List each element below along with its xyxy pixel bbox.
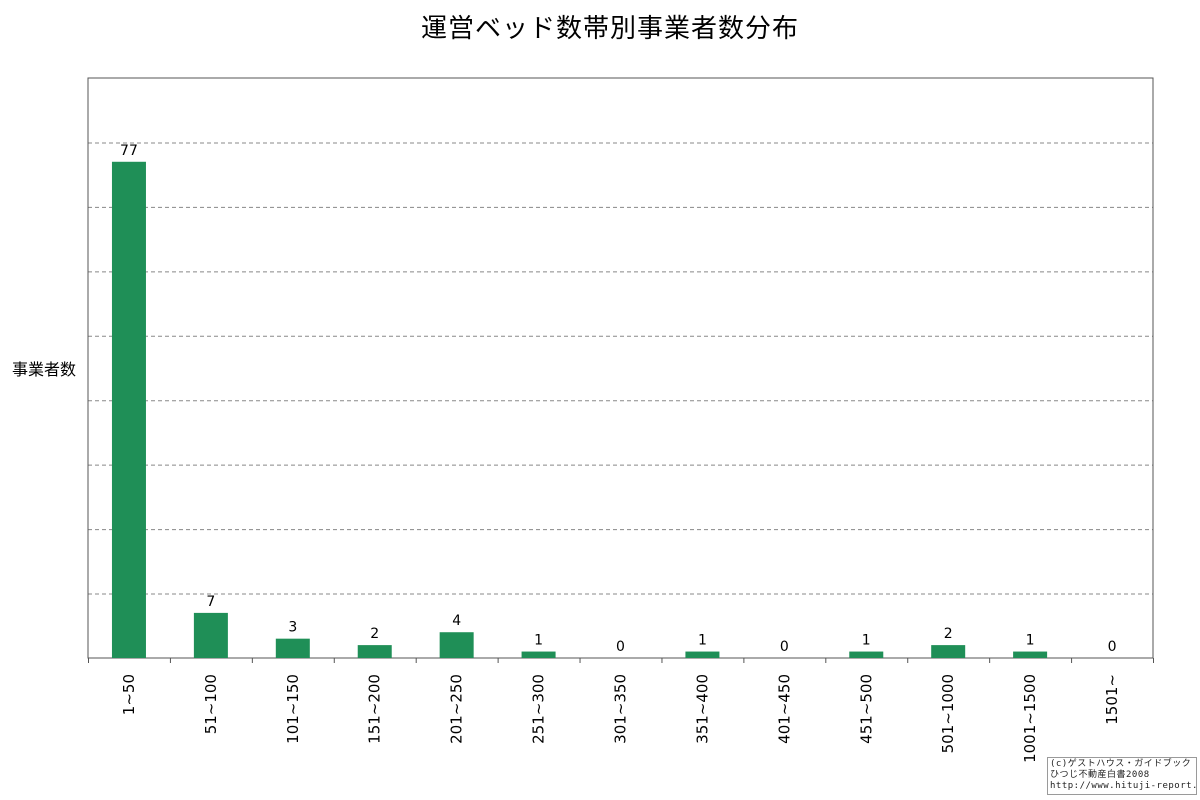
data-label: 77 bbox=[120, 143, 138, 159]
data-label: 1 bbox=[698, 633, 707, 649]
x-tick-label: 1~50 bbox=[120, 674, 138, 715]
x-tick-label: 201~250 bbox=[448, 674, 466, 744]
data-label: 2 bbox=[370, 626, 379, 642]
data-label: 2 bbox=[944, 626, 953, 642]
data-label: 1 bbox=[1026, 633, 1035, 649]
bar bbox=[439, 632, 474, 658]
x-tick-label: 1501~ bbox=[1103, 674, 1121, 725]
grid-lines bbox=[88, 142, 1153, 595]
data-label: 7 bbox=[206, 594, 215, 610]
y-axis-label: 事業者数 bbox=[12, 360, 77, 379]
copyright-box: (c)ゲストハウス・ガイドブック ひつじ不動産白書2008 http://www… bbox=[1047, 757, 1197, 795]
x-tick-label: 51~100 bbox=[202, 674, 220, 734]
data-label: 0 bbox=[616, 639, 625, 655]
x-tick-label: 451~500 bbox=[857, 674, 875, 744]
x-tick-labels: 1~50 51~100 101~150 151~200 201~250 251~300 30… bbox=[120, 674, 1121, 763]
data-label: 3 bbox=[288, 620, 297, 636]
x-tick-label: 251~300 bbox=[530, 674, 548, 744]
x-tick-label: 351~400 bbox=[693, 674, 711, 744]
data-label: 0 bbox=[780, 639, 789, 655]
credit-line-3: http://www.hituji-report.jp/ bbox=[1050, 781, 1196, 791]
bar bbox=[685, 651, 720, 658]
bars bbox=[111, 161, 1048, 658]
bar bbox=[111, 161, 146, 658]
x-tick-label: 401~450 bbox=[775, 674, 793, 744]
x-tick-label: 101~150 bbox=[284, 674, 302, 744]
bar bbox=[521, 651, 556, 658]
bar bbox=[1013, 651, 1048, 658]
plot-frame bbox=[87, 77, 1154, 659]
credit-line-1: (c)ゲストハウス・ガイドブック bbox=[1050, 759, 1192, 769]
credit-line-2: ひつじ不動産白書2008 bbox=[1050, 770, 1150, 780]
bar bbox=[849, 651, 884, 658]
data-label: 1 bbox=[534, 633, 543, 649]
x-tick-label: 151~200 bbox=[366, 674, 384, 744]
x-tick-label: 1001~1500 bbox=[1021, 674, 1039, 763]
data-label: 0 bbox=[1108, 639, 1117, 655]
data-label: 1 bbox=[862, 633, 871, 649]
bar bbox=[275, 638, 310, 658]
chart-title: 運営ベッド数帯別事業者数分布 bbox=[420, 14, 799, 44]
bar bbox=[931, 645, 966, 658]
bar bbox=[357, 645, 392, 658]
data-label: 4 bbox=[452, 613, 461, 629]
x-tick-label: 301~350 bbox=[612, 674, 630, 744]
x-axis-ticks bbox=[88, 658, 1154, 663]
x-tick-label: 501~1000 bbox=[939, 674, 957, 753]
bar bbox=[193, 612, 228, 658]
